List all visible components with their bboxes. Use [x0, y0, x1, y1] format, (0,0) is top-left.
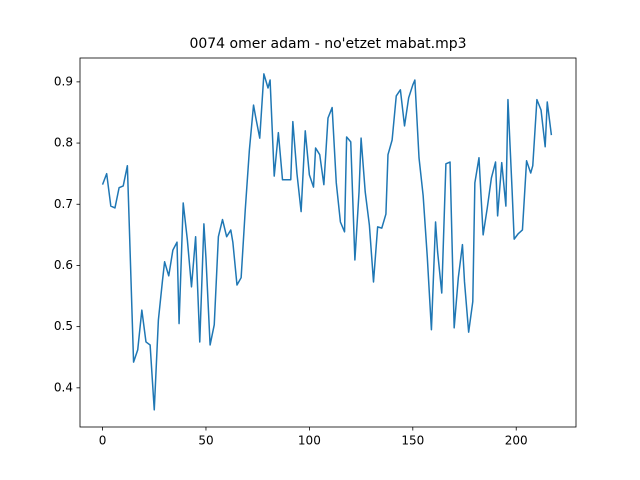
- chart-title: 0074 omer adam - no'etzet mabat.mp3: [189, 36, 466, 52]
- y-tick-label: 0.8: [54, 136, 73, 150]
- y-tick-label: 0.5: [54, 319, 73, 333]
- y-tick-label: 0.7: [54, 197, 73, 211]
- y-tick-label: 0.4: [54, 380, 73, 394]
- x-tick-label: 0: [99, 434, 107, 448]
- axes-frame: [79, 57, 577, 428]
- x-tick-label: 50: [198, 434, 213, 448]
- y-tick-label: 0.9: [54, 74, 73, 88]
- data-line: [101, 73, 553, 411]
- x-tick-label: 150: [401, 434, 424, 448]
- x-tick-label: 200: [505, 434, 528, 448]
- y-tick-label: 0.6: [54, 258, 73, 272]
- x-tick-label: 100: [298, 434, 321, 448]
